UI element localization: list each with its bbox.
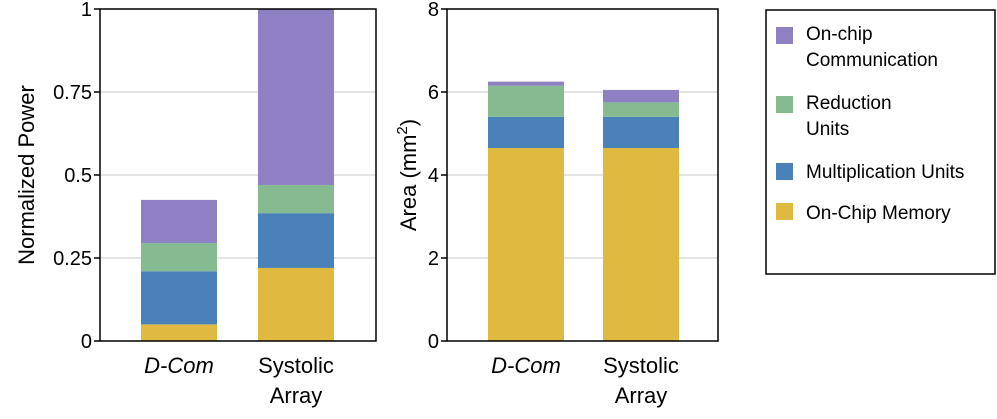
plot-frame	[446, 8, 719, 342]
legend: On-chip Communication Reduction Units Multip…	[765, 9, 996, 275]
bar-memory-1	[603, 148, 679, 341]
bar-memory-1	[258, 267, 334, 341]
bar-communication-1	[258, 9, 334, 185]
legend-swatch-multiplication	[776, 163, 793, 180]
bar-memory-0	[488, 148, 564, 341]
x-tick-label: D-Com	[491, 353, 561, 378]
bar-reduction-0	[488, 85, 564, 117]
bar-communication-0	[141, 199, 217, 244]
bar-multiplication-0	[488, 116, 564, 149]
y-tick-label: 1	[81, 0, 92, 21]
y-axis-label: Normalized Power	[14, 85, 39, 265]
y-tick-label: 4	[428, 165, 439, 187]
x-tick-label: Array	[270, 383, 323, 408]
legend-box	[765, 9, 996, 275]
bar-reduction-0	[141, 243, 217, 272]
y-tick-label: 0	[428, 331, 439, 353]
x-tick-label: Array	[615, 383, 668, 408]
y-axis-label: Area (mm2)	[394, 119, 421, 231]
bar-memory-0	[141, 324, 217, 341]
legend-label: On-chip	[806, 24, 873, 45]
x-tick-label: Systolic	[603, 353, 679, 378]
y-tick-label: 0.25	[53, 248, 92, 270]
y-tick-label: 6	[428, 82, 439, 104]
legend-label: On-Chip Memory	[806, 203, 951, 224]
bar-reduction-1	[603, 102, 679, 117]
bar-multiplication-0	[141, 271, 217, 325]
bar-reduction-1	[258, 184, 334, 214]
bar-communication-0	[488, 81, 564, 86]
y-tick-label: 0	[81, 331, 92, 353]
legend-swatch-memory	[776, 203, 793, 220]
legend-swatch-reduction	[776, 96, 793, 113]
x-tick-label: D-Com	[144, 353, 214, 378]
x-tick-label: Systolic	[258, 353, 334, 378]
y-tick-label: 8	[428, 0, 439, 21]
y-tick-label: 0.75	[53, 82, 92, 104]
y-tick-label: 2	[428, 248, 439, 270]
bar-multiplication-1	[258, 213, 334, 268]
legend-label: Communication	[806, 50, 938, 71]
y-tick-label: 0.5	[64, 165, 92, 187]
bar-multiplication-1	[603, 116, 679, 149]
legend-swatch-communication	[776, 27, 793, 44]
bar-communication-1	[603, 89, 679, 103]
legend-label: Multiplication Units	[806, 162, 964, 183]
plot-frame	[99, 8, 377, 342]
area-chart: 0 2 4 6 8 D-Com Systolic Array Area (mm2)	[394, 0, 719, 408]
legend-label: Units	[806, 119, 849, 140]
legend-label: Reduction	[806, 93, 892, 114]
power-chart: 0 0.25 0.5 0.75 1 D-Com Systolic Array Normalize…	[14, 0, 377, 408]
